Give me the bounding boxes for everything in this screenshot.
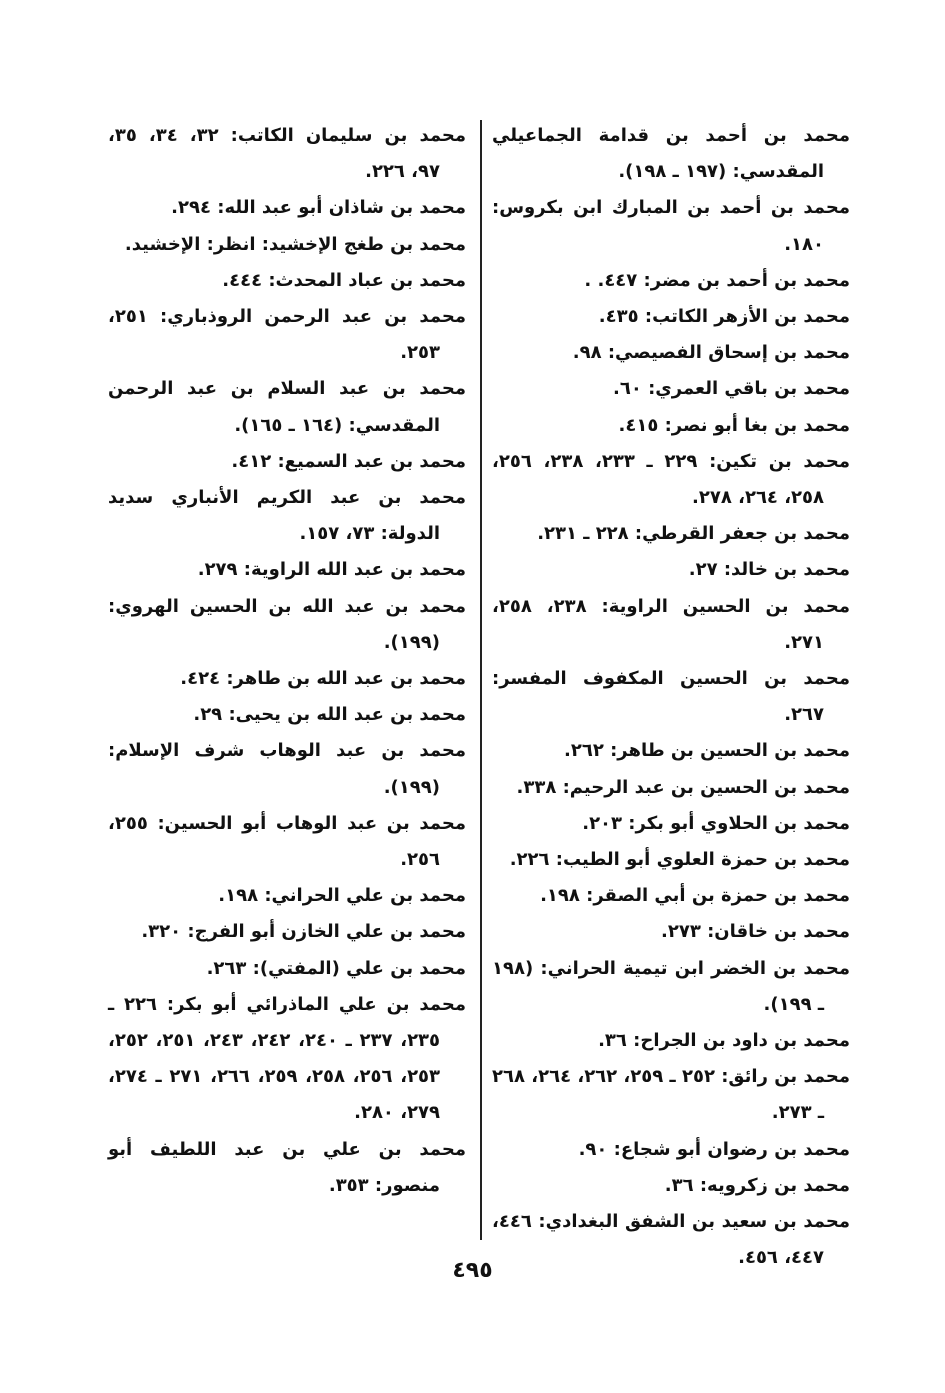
- index-entry: محمد بن عبد الوهاب شرف الإسلام: (١٩٩).: [108, 740, 466, 798]
- index-entry: محمد بن حمزة العلوي أبو الطيب: ٢٢٦.: [509, 849, 850, 871]
- index-entry: محمد بن خاقان: ٢٧٣.: [661, 921, 850, 943]
- index-entry: محمد بن عبد السلام بن عبد الرحمن المقدسي…: [108, 378, 466, 436]
- column-divider: [480, 120, 482, 1240]
- index-entry: محمد بن عبد السميع: ٤١٢.: [231, 450, 466, 472]
- index-entry: محمد بن جعفر القرطي: ٢٢٨ ـ ٢٣١.: [537, 523, 850, 545]
- index-entry: محمد بن الحسين المكفوف المفسر: ٢٦٧.: [492, 668, 850, 726]
- index-entry: محمد بن عبد الرحمن الروذباري: ٢٥١، ٢٥٣.: [108, 306, 466, 364]
- index-entry: محمد بن حمزة بن أبي الصقر: ١٩٨.: [540, 885, 850, 907]
- index-entry: محمد بن سعيد بن الشفق البغدادي: ٤٤٦، ٤٤٧…: [492, 1211, 850, 1269]
- index-entry: محمد بن الأزهر الكاتب: ٤٣٥.: [598, 306, 850, 328]
- index-entry: محمد بن عبد الله بن طاهر: ٤٢٤.: [180, 668, 466, 690]
- index-entry: محمد بن علي الحراني: ١٩٨.: [218, 885, 466, 907]
- index-entry: محمد بن خالد: ٢٧.: [688, 559, 850, 581]
- index-entry: محمد بن طغج الإخشيد: انظر: الإخشيد.: [124, 233, 466, 255]
- index-entry: محمد بن سليمان الكاتب: ٣٢، ٣٤، ٣٥، ٩٧، ٢…: [108, 125, 467, 183]
- index-entry: محمد بن أحمد بن مضر: ٤٤٧. .: [584, 269, 850, 291]
- index-entry: محمد بن أحمد بن المبارك ابن بكروس: ١٨٠.: [492, 197, 850, 255]
- index-column-left: محمد بن سليمان الكاتب: ٣٢، ٣٤، ٣٥، ٩٧، ٢…: [108, 118, 466, 1204]
- index-entry: محمد بن إسحاق الفصيصي: ٩٨.: [572, 342, 850, 364]
- index-entry: محمد بن عباد المحدث: ٤٤٤.: [222, 269, 466, 291]
- index-entry: محمد بن عبد الكريم الأنباري سديد الدولة:…: [108, 487, 466, 545]
- index-entry: محمد بن علي الخازن أبو الفرج: ٣٢٠.: [141, 921, 466, 943]
- index-entry: محمد بن الحسين بن طاهر: ٢٦٢.: [564, 740, 850, 762]
- index-entry: محمد بن علي الماذرائي أبو بكر: ٢٢٦ ـ ٢٣٥…: [108, 993, 466, 1124]
- index-entry: محمد بن علي بن عبد اللطيف أبو منصور: ٣٥٣…: [108, 1138, 466, 1196]
- index-entry: محمد بن الحلاوي أبو بكر: ٢٠٣.: [582, 812, 850, 834]
- index-entry: محمد بن الحسين الراوية: ٢٣٨، ٢٥٨، ٢٧١.: [492, 595, 850, 653]
- index-column-right: محمد بن أحمد بن قدامة الجماعيلي المقدسي:…: [492, 118, 850, 1277]
- page-number: ٤٩٥: [452, 1258, 493, 1283]
- index-entry: محمد بن أحمد بن قدامة الجماعيلي المقدسي:…: [492, 125, 850, 183]
- index-entry: محمد بن بغا أبو نصر: ٤١٥.: [618, 414, 850, 436]
- index-entry: محمد بن رضوان أبو شجاع: ٩٠.: [578, 1138, 850, 1160]
- index-entry: محمد بن داود بن الجراح: ٣٦.: [598, 1030, 850, 1052]
- index-entry: محمد بن عبد الوهاب أبو الحسين: ٢٥٥، ٢٥٦.: [108, 812, 466, 871]
- index-entry: محمد بن علي (المفتي): ٢٦٣.: [206, 957, 466, 979]
- index-entry: محمد بن الحسين بن عبد الرحيم: ٣٣٨.: [516, 776, 850, 798]
- index-entry: محمد بن زكرويه: ٣٦.: [664, 1174, 850, 1196]
- index-entry: محمد بن شاذان أبو عبد الله: ٢٩٤.: [171, 197, 466, 219]
- index-entry: محمد بن عبد الله بن الحسين الهروي: (١٩٩)…: [108, 595, 466, 653]
- index-entry: محمد بن عبد الله بن يحيى: ٢٩.: [193, 704, 466, 726]
- index-entry: محمد بن باقي العمري: ٦٠.: [613, 378, 850, 400]
- index-entry: محمد بن عبد الله الراوية: ٢٧٩.: [197, 559, 466, 581]
- index-entry: محمد بن الخضر ابن تيمية الحراني: (١٩٨ ـ …: [492, 957, 850, 1015]
- index-entry: محمد بن تكين: ٢٢٩ ـ ٢٣٣، ٢٣٨، ٢٥٦، ٢٥٨، …: [492, 450, 850, 509]
- index-entry: محمد بن رائق: ٢٥٢ ـ ٢٥٩، ٢٦٢، ٢٦٤، ٢٦٨ ـ…: [492, 1066, 851, 1124]
